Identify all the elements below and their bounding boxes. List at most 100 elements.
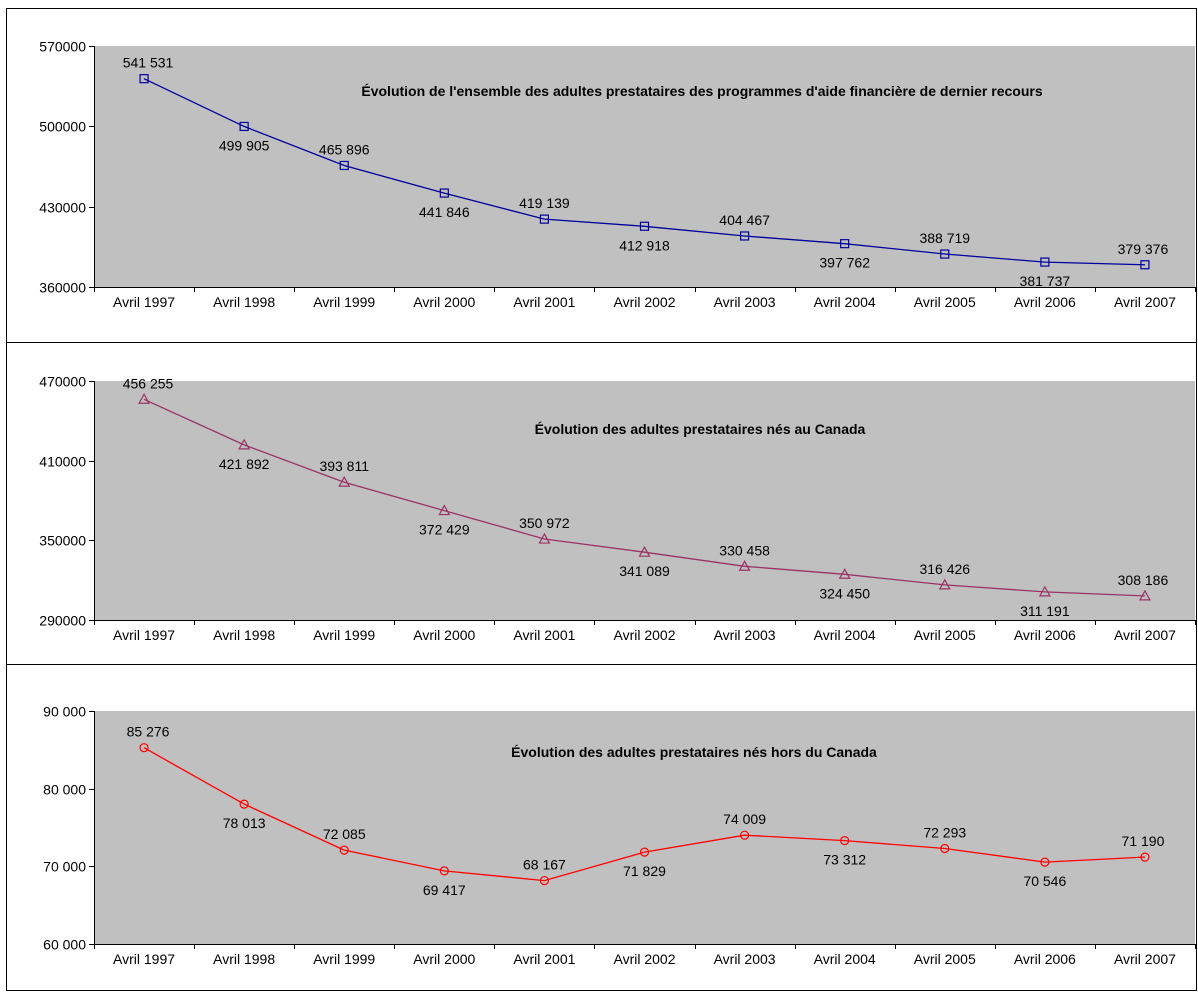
x-tick-label: Avril 2003 [714, 627, 776, 643]
data-point [438, 504, 451, 516]
x-tick-label: Avril 2006 [1014, 294, 1076, 310]
series-line [143, 747, 1146, 882]
chart-title: Évolution des adultes prestataires nés a… [535, 421, 866, 437]
data-label: 393 811 [319, 458, 369, 474]
data-label: 381 737 [1020, 273, 1071, 289]
data-label: 73 312 [823, 852, 866, 868]
data-label: 465 896 [319, 141, 370, 157]
x-tick-label: Avril 2006 [1014, 951, 1076, 967]
x-tick-label: Avril 1999 [313, 627, 375, 643]
y-tick-label: 470000 [39, 374, 86, 390]
data-point [539, 214, 550, 224]
data-label: 85 276 [127, 724, 170, 740]
data-point [338, 475, 351, 487]
y-tick-label: 70 000 [43, 859, 86, 875]
data-point [739, 231, 750, 241]
y-tick-label: 350000 [39, 533, 86, 549]
x-tick-label: Avril 1997 [113, 951, 175, 967]
plot-area [94, 711, 1195, 944]
x-tick-label: Avril 2004 [814, 951, 876, 967]
data-point [439, 188, 449, 198]
x-tick-label: Avril 2005 [914, 627, 976, 643]
y-tick-label: 60 000 [43, 937, 86, 953]
data-label: 397 762 [819, 255, 870, 271]
x-tick-label: Avril 2007 [1114, 627, 1176, 643]
data-point [1138, 589, 1151, 601]
y-tick-label: 410000 [39, 454, 86, 470]
x-tick-label: Avril 2002 [613, 627, 675, 643]
x-tick-label: Avril 2006 [1014, 627, 1076, 643]
data-point [1140, 260, 1150, 270]
x-tick-label: Avril 2007 [1114, 951, 1176, 967]
data-label: 71 190 [1122, 833, 1165, 849]
data-label: 316 426 [919, 561, 970, 577]
chart-title: Évolution des adultes prestataires nés h… [511, 744, 877, 760]
data-label: 379 376 [1118, 241, 1169, 257]
data-label: 388 719 [919, 230, 970, 246]
chart-title: Évolution de l'ensemble des adultes pres… [361, 83, 1042, 99]
data-point [838, 568, 851, 579]
x-tick-label: Avril 2002 [613, 951, 675, 967]
x-tick-label: Avril 2001 [513, 951, 575, 967]
data-point [239, 799, 249, 809]
data-label: 69 417 [423, 882, 466, 898]
data-point [139, 743, 149, 753]
x-tick-label: Avril 1998 [213, 951, 275, 967]
data-label: 74 009 [723, 811, 766, 827]
data-point [439, 866, 449, 876]
data-point [339, 160, 349, 171]
data-label: 311 191 [1020, 603, 1070, 619]
x-tick-label: Avril 2000 [413, 294, 475, 310]
x-tick-label: Avril 1999 [313, 294, 375, 310]
data-label: 372 429 [419, 522, 470, 538]
data-label: 324 450 [819, 585, 870, 601]
x-tick-label: Avril 1997 [113, 627, 175, 643]
data-point [139, 74, 149, 84]
x-tick-label: Avril 2002 [613, 294, 675, 310]
data-point [840, 239, 850, 249]
x-tick-label: Avril 2001 [513, 627, 575, 643]
x-tick-label: Avril 2000 [413, 951, 475, 967]
y-tick-label: 90 000 [43, 704, 86, 720]
y-tick-label: 290000 [39, 613, 86, 629]
data-point [940, 843, 950, 854]
data-point [638, 545, 651, 557]
x-tick-label: Avril 1997 [113, 294, 175, 310]
data-label: 341 089 [619, 563, 670, 579]
data-label: 456 255 [123, 375, 174, 391]
data-point [840, 836, 850, 846]
data-point [1140, 852, 1150, 862]
data-label: 419 139 [519, 195, 570, 211]
x-tick-label: Avril 2007 [1114, 294, 1176, 310]
data-point [1038, 585, 1051, 597]
data-label: 72 085 [323, 826, 366, 842]
data-label: 412 918 [619, 237, 670, 253]
data-point [539, 875, 550, 886]
x-tick-label: Avril 2005 [914, 294, 976, 310]
data-label: 68 167 [523, 857, 566, 873]
y-tick-label: 570000 [39, 39, 86, 55]
data-point [1040, 257, 1050, 267]
y-tick-label: 360000 [39, 280, 86, 296]
series-line [143, 78, 1146, 266]
data-label: 350 972 [519, 515, 570, 531]
data-label: 421 892 [219, 456, 270, 472]
x-tick-label: Avril 2005 [914, 951, 976, 967]
plot-area [94, 381, 1195, 620]
data-point [239, 121, 249, 132]
data-point [639, 847, 650, 857]
x-tick-label: Avril 2000 [413, 627, 475, 643]
series-line [143, 398, 1146, 597]
data-label: 541 531 [123, 55, 174, 71]
data-label: 308 186 [1118, 572, 1169, 588]
y-tick-label: 430000 [39, 200, 86, 216]
data-point [339, 845, 349, 855]
data-label: 404 467 [719, 212, 770, 228]
data-label: 71 829 [623, 863, 666, 879]
data-point [738, 560, 751, 571]
data-point [938, 578, 951, 590]
data-label: 70 546 [1023, 873, 1066, 889]
y-tick-label: 500000 [39, 119, 86, 135]
